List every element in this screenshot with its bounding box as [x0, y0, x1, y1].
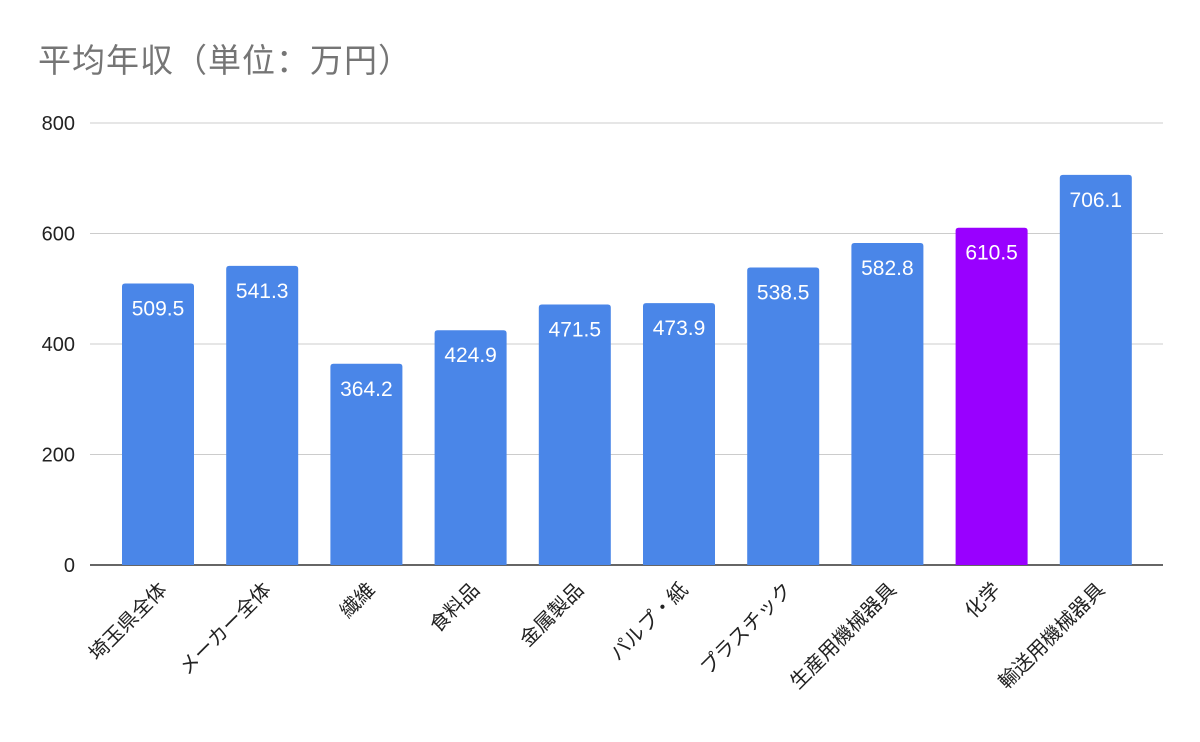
x-tick-label-6: プラスチック [695, 578, 797, 680]
bars [122, 174, 1132, 566]
x-tick-label-7: 生産用機械器具 [785, 578, 901, 694]
bar-5 [643, 303, 715, 565]
data-label-3: 424.9 [444, 344, 497, 367]
bar-8 [955, 227, 1028, 566]
y-tick-label-400: 400 [42, 334, 75, 356]
data-label-0: 509.5 [132, 298, 185, 321]
x-tick-label-5: パルプ・紙 [605, 578, 693, 666]
chart-title: 平均年収（単位：万円） [38, 41, 412, 80]
bar-9 [1059, 174, 1132, 565]
data-label-4: 471.5 [549, 318, 602, 341]
data-label-5: 473.9 [653, 317, 706, 340]
data-label-2: 364.2 [340, 378, 393, 401]
y-tick-label-0: 0 [64, 555, 75, 577]
x-tick-label-1: メーカー全体 [174, 578, 276, 680]
bar-1 [226, 265, 299, 565]
data-labels: 509.5 541.3 364.2 424.9 471.5 473.9 538.5 582.8… [132, 189, 1122, 401]
data-label-7: 582.8 [861, 257, 914, 280]
y-axis: 0 200 400 600 800 [42, 113, 75, 577]
bar-6 [747, 267, 820, 565]
x-tick-label-0: 埼玉県全体 [84, 578, 172, 666]
bar-2 [330, 363, 403, 565]
bar-4 [538, 304, 611, 565]
x-tick-label-8: 化学 [960, 578, 1005, 623]
x-tick-label-2: 繊維 [335, 578, 380, 623]
y-tick-label-800: 800 [42, 113, 75, 135]
bar-7 [851, 243, 924, 566]
y-tick-label-200: 200 [42, 445, 75, 467]
y-tick-label-600: 600 [42, 224, 75, 246]
bar-3 [434, 330, 507, 565]
data-label-6: 538.5 [757, 281, 810, 304]
x-tick-label-9: 輸送用機械器具 [993, 578, 1109, 694]
x-tick-label-3: 食料品 [425, 578, 484, 637]
data-label-1: 541.3 [236, 280, 289, 303]
bar-0 [122, 283, 194, 565]
data-label-9: 706.1 [1070, 189, 1123, 212]
x-tick-label-4: 金属製品 [515, 578, 589, 652]
data-label-8: 610.5 [965, 242, 1018, 265]
